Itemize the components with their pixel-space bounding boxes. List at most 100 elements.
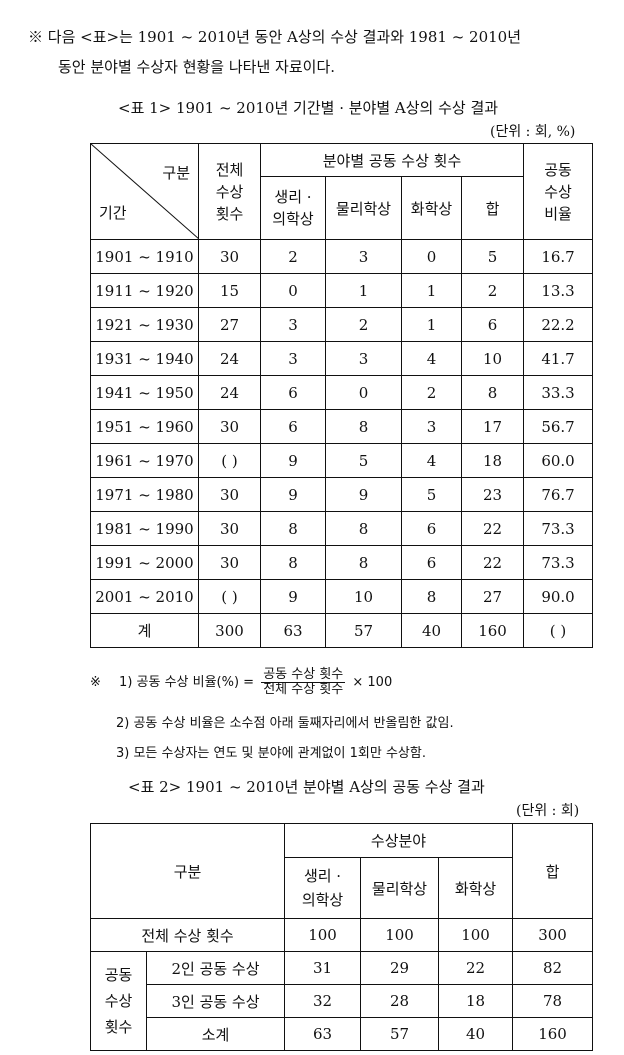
table1-cell: 0	[325, 375, 402, 410]
table1-cell: 2	[325, 307, 402, 342]
table1-cell: 300	[198, 613, 261, 648]
table1-cell: 5	[460, 239, 525, 274]
table2-cell: 40	[438, 1017, 514, 1051]
table1-cell: 9	[260, 477, 326, 512]
table1-cell: 3	[325, 341, 402, 376]
table2-row: 소계 63 57 40 160	[91, 1017, 594, 1051]
table1-row: 1951 ~ 1960 30 6 8 3 17 56.7	[90, 409, 594, 444]
table1-cell: 8	[260, 545, 326, 580]
table1-cell: 40	[401, 613, 462, 648]
table1-cell: 9	[260, 443, 326, 478]
table1-cell: 22.2	[523, 307, 594, 342]
table1-caption: <표 1> 1901 ~ 2010년 기간별 · 분야별 A상의 수상 결과	[118, 99, 499, 117]
formula-fraction: 공동 수상 횟수 전체 수상 횟수	[261, 667, 346, 697]
table1-row: 1901 ~ 1910 30 2 3 0 5 16.7	[90, 239, 594, 274]
table1-cell: 30	[198, 477, 261, 512]
table1-cell: 57	[325, 613, 402, 648]
table2-header-physiology: 생리 · 의학상	[284, 857, 362, 919]
table1-row: 1911 ~ 1920 15 0 1 1 2 13.3	[90, 273, 594, 308]
table1-cell: ( )	[523, 613, 594, 648]
table2-header-sum: 합	[512, 823, 594, 919]
table1-cell: 27	[198, 307, 261, 342]
table1-cell: 15	[198, 273, 261, 308]
table1-cell: 24	[198, 341, 261, 376]
table2-cell: 28	[360, 984, 440, 1018]
table2-cell: 100	[438, 918, 514, 952]
table1-cell: 10	[460, 341, 525, 376]
header-field-group: 분야별 공동 수상 횟수	[259, 143, 525, 177]
table1-cell: 1	[401, 307, 462, 342]
table2-cell: 31	[284, 951, 362, 985]
table1-cell: 9	[260, 579, 326, 614]
table1-cell: 63	[260, 613, 326, 648]
table2-total-row: 전체 수상 횟수 100 100 100 300	[89, 918, 594, 952]
table2-joint-label: 공동 수상 횟수	[90, 951, 147, 1051]
header-physics: 물리학상	[325, 176, 402, 240]
table1-period-cell: 1931 ~ 1940	[90, 341, 199, 376]
table1-cell: 30	[198, 545, 261, 580]
table2-row-label: 3인 공동 수상	[145, 984, 286, 1018]
table2-cell: 18	[438, 984, 514, 1018]
note-1: ※ 1) 공동 수상 비율(%) = 공동 수상 횟수 전체 수상 횟수 × 1…	[90, 668, 392, 697]
table1-cell: 33.3	[523, 375, 594, 410]
table1-period-cell: 1951 ~ 1960	[90, 409, 199, 444]
table1-cell: ( )	[198, 579, 261, 614]
table1-cell: 2	[460, 273, 525, 308]
table1-period-cell: 2001 ~ 2010	[90, 579, 199, 614]
table1-cell: 8	[325, 545, 402, 580]
table1-cell: 30	[198, 239, 261, 274]
table1-period-cell: 1901 ~ 1910	[90, 239, 199, 274]
table1-cell: 6	[260, 375, 326, 410]
table1-cell: 60.0	[523, 443, 594, 478]
formula-numerator: 공동 수상 횟수	[261, 667, 346, 683]
table1-period-cell: 1961 ~ 1970	[90, 443, 199, 478]
table1-cell: 22	[460, 545, 525, 580]
table2-cell: 82	[512, 951, 594, 985]
table1-cell: 3	[401, 409, 462, 444]
note-mark: ※	[90, 675, 101, 690]
note-2: 2) 공동 수상 비율은 소수점 아래 둘째자리에서 반올림한 값임.	[116, 716, 454, 731]
table2-cell: 100	[360, 918, 440, 952]
table1-cell: 16.7	[523, 239, 594, 274]
note-3: 3) 모든 수상자는 연도 및 분야에 관계없이 1회만 수상함.	[116, 746, 426, 761]
table1-cell: 30	[198, 409, 261, 444]
note-1-prefix: 1) 공동 수상 비율(%) =	[119, 675, 255, 690]
table1-cell: 18	[460, 443, 525, 478]
table2-total-label: 전체 수상 횟수	[89, 918, 286, 952]
table1-cell: 2	[401, 375, 462, 410]
table1-cell: 3	[260, 341, 326, 376]
table1-cell: 41.7	[523, 341, 594, 376]
table1-unit: (단위 : 회, %)	[490, 124, 576, 140]
intro-line-1: ※ 다음 <표>는 1901 ~ 2010년 동안 A상의 수상 결과와 198…	[28, 28, 522, 46]
table2-cell: 57	[360, 1017, 440, 1051]
table1-cell: ( )	[198, 443, 261, 478]
table1: 구분 기간 전체 수상 횟수 분야별 공동 수상 횟수 공동 수상 비율 생리 …	[90, 143, 594, 648]
table1-cell: 8	[401, 579, 462, 614]
table1-cell: 73.3	[523, 511, 594, 546]
table1-row: 1921 ~ 1930 27 3 2 1 6 22.2	[90, 307, 594, 342]
table1-cell: 9	[325, 477, 402, 512]
table1-cell: 17	[460, 409, 525, 444]
table1-row: 2001 ~ 2010( ) 9 10 8 27 90.0	[90, 579, 594, 614]
table2-caption: <표 2> 1901 ~ 2010년 분야별 A상의 공동 수상 결과	[128, 778, 485, 796]
table1-cell: 6	[260, 409, 326, 444]
table1-cell: 6	[460, 307, 525, 342]
table1-cell: 27	[460, 579, 525, 614]
table1-cell: 4	[401, 341, 462, 376]
header-physiology: 생리 · 의학상	[260, 176, 326, 240]
table2-row-label: 소계	[145, 1017, 286, 1051]
table2-cell: 160	[512, 1017, 594, 1051]
table1-cell: 8	[260, 511, 326, 546]
table1-cell: 10	[325, 579, 402, 614]
table1-cell: 8	[325, 511, 402, 546]
table2-cell: 100	[284, 918, 362, 952]
table1-cell: 8	[325, 409, 402, 444]
table2-cell: 29	[360, 951, 440, 985]
table1-row: 1971 ~ 1980 30 9 9 5 23 76.7	[90, 477, 594, 512]
table1-row: 1961 ~ 1970( ) 9 5 4 18 60.0	[90, 443, 594, 478]
table2-cell: 32	[284, 984, 362, 1018]
table1-cell: 24	[198, 375, 261, 410]
table1-cell: 5	[325, 443, 402, 478]
formula-denominator: 전체 수상 횟수	[263, 682, 344, 697]
table1-row: 계 300 63 57 40 160( )	[90, 613, 594, 648]
